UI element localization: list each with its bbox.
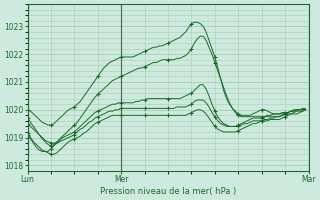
X-axis label: Pression niveau de la mer( hPa ): Pression niveau de la mer( hPa ) <box>100 187 236 196</box>
